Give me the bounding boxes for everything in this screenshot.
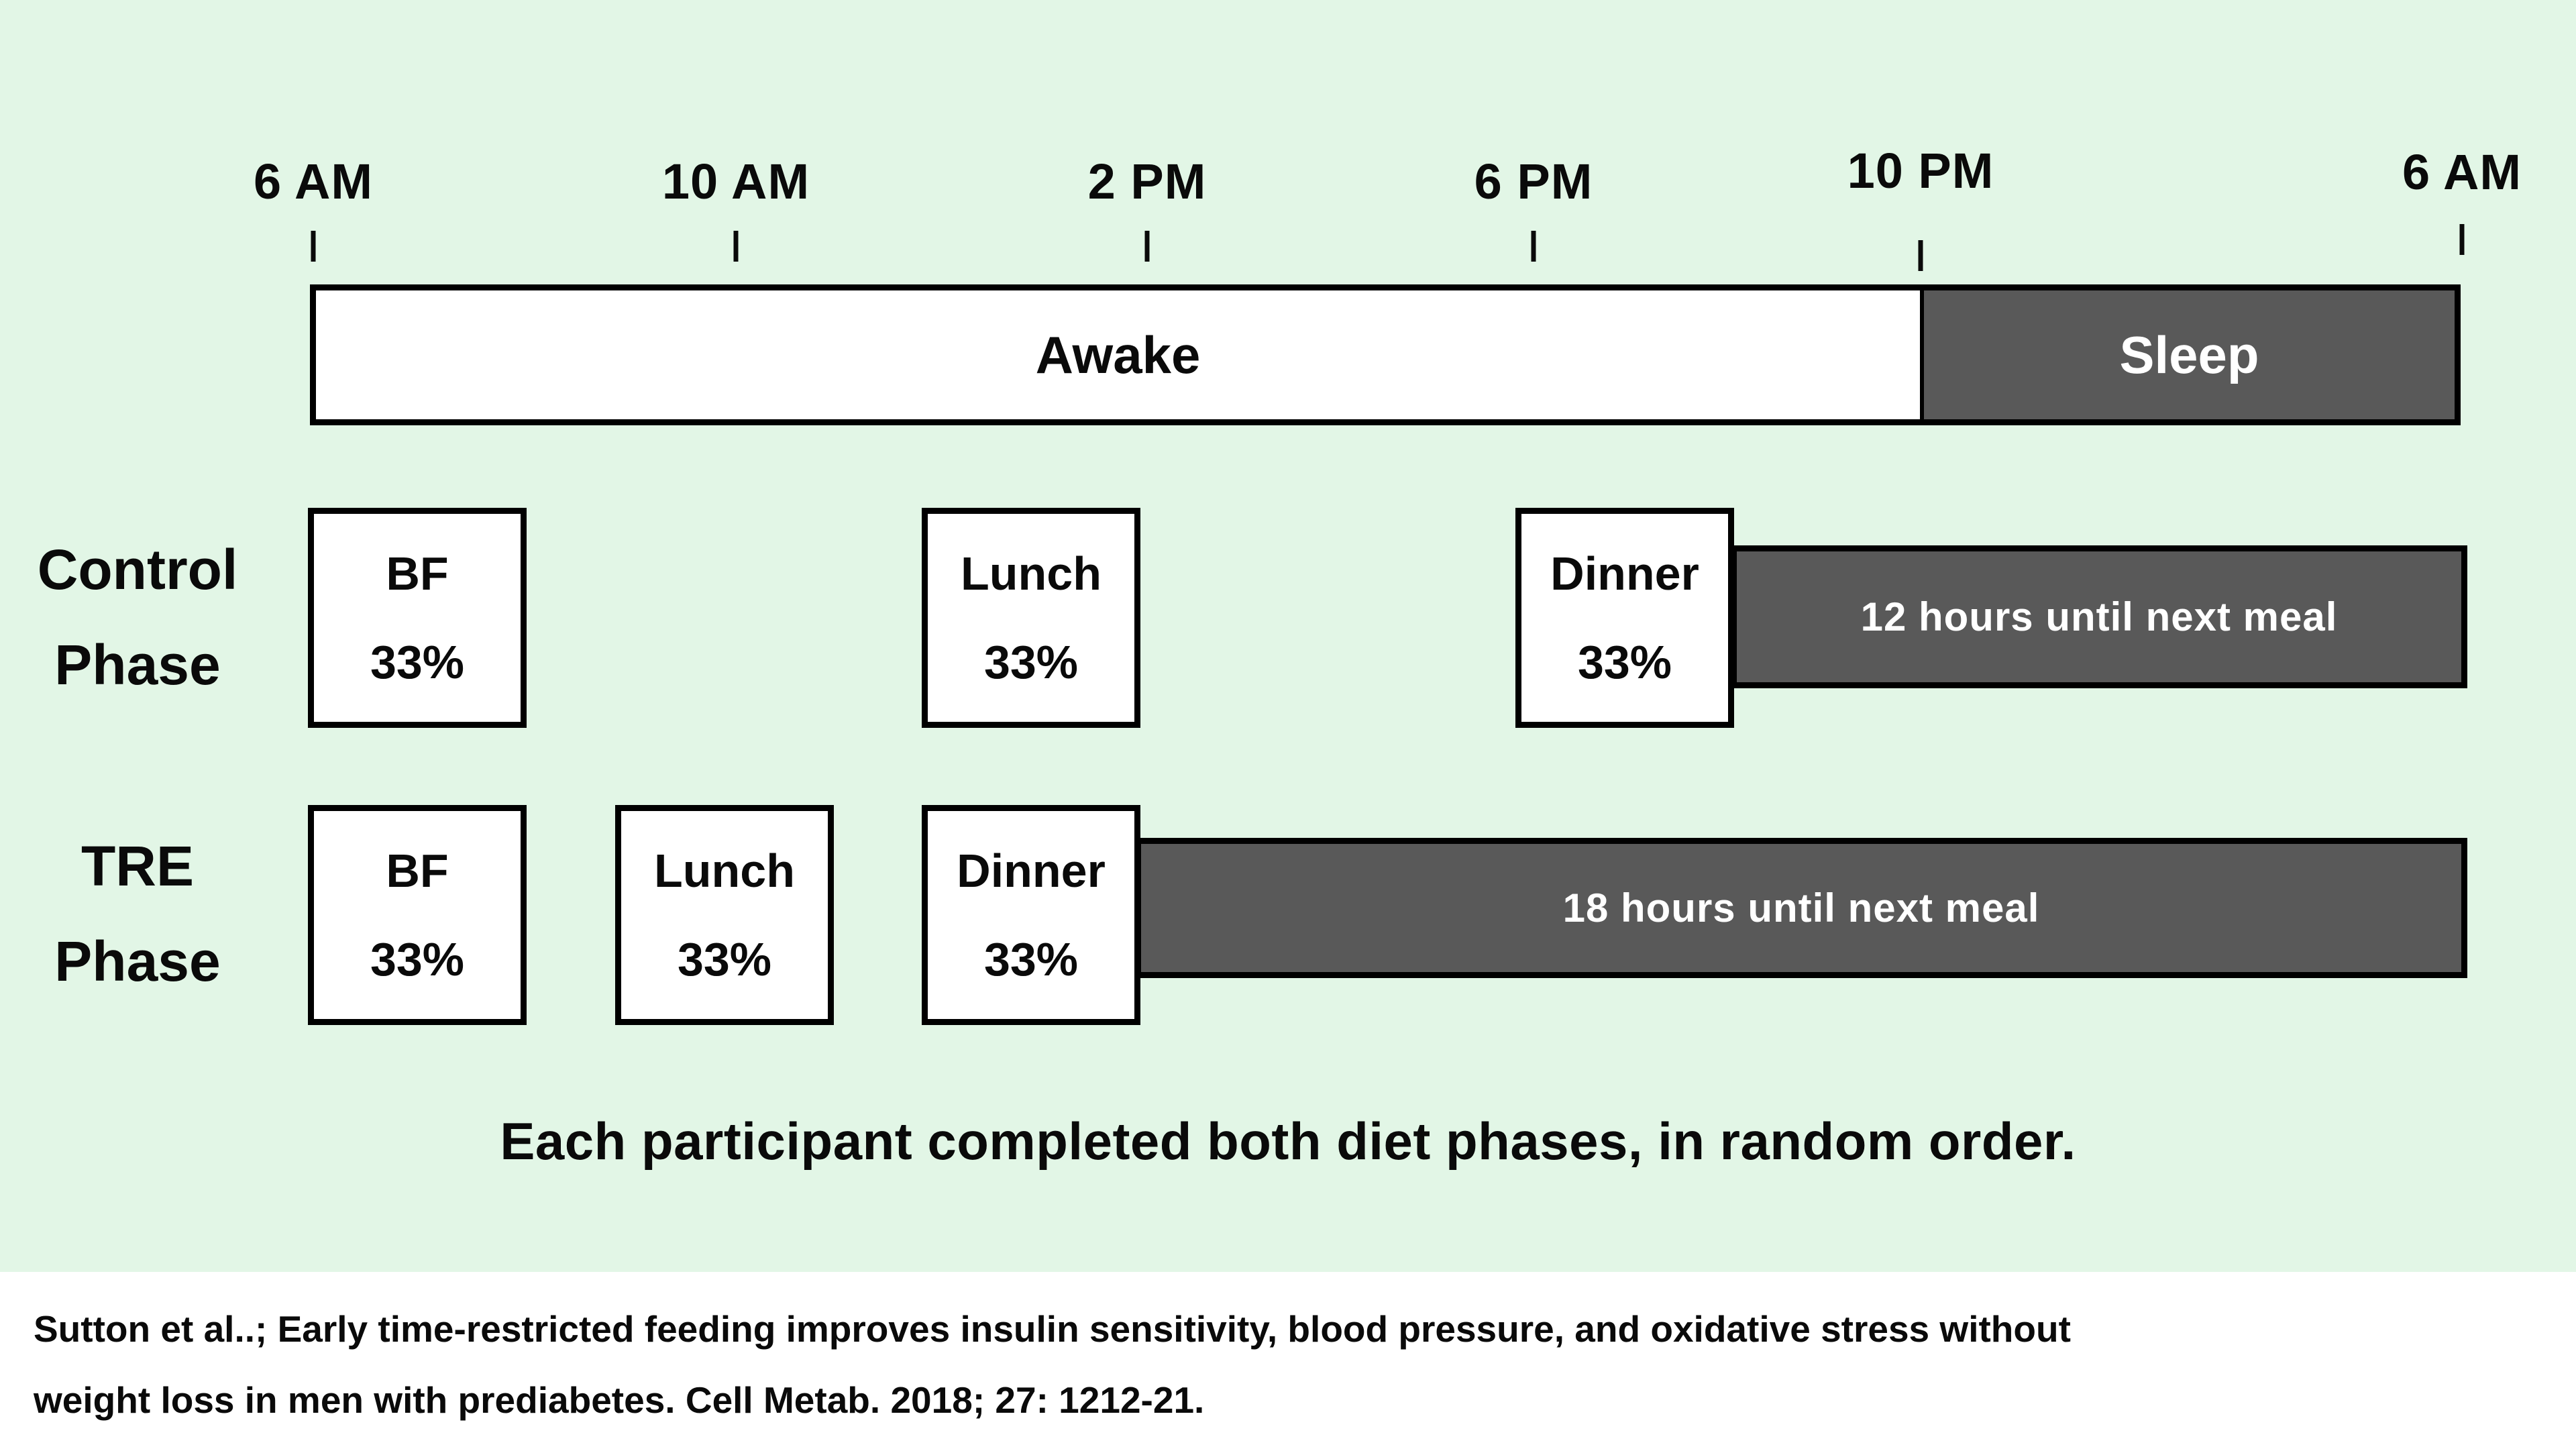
tre-phase-label-line1: TRE xyxy=(81,835,194,898)
meal-name: BF xyxy=(386,547,449,600)
meal-share: 33% xyxy=(983,933,1079,985)
control-fasting-bar: 12 hours until next meal xyxy=(1731,545,2467,688)
meal-share: 33% xyxy=(677,933,772,985)
timeline-label-10am: 10 AM xyxy=(661,154,810,209)
meal-share: 33% xyxy=(370,933,465,985)
meal-share: 33% xyxy=(983,636,1079,688)
awake-segment: Awake xyxy=(316,290,1920,419)
control-phase-label: Control Phase xyxy=(15,522,260,712)
meal-share: 33% xyxy=(1577,636,1672,688)
tick-mark-10pm xyxy=(1918,240,1923,271)
tre-phase-label: TRE Phase xyxy=(15,818,260,1009)
citation-line-1: Sutton et al..; Early time-restricted fe… xyxy=(34,1308,2071,1350)
meal-name: Lunch xyxy=(961,547,1102,600)
meal-name: Dinner xyxy=(1550,547,1699,600)
tick-mark-6am-end xyxy=(2459,224,2465,255)
tre-breakfast-box: BF 33% xyxy=(308,805,527,1025)
control-dinner-box: Dinner 33% xyxy=(1515,508,1734,728)
citation-line-2: weight loss in men with prediabetes. Cel… xyxy=(34,1379,1205,1421)
figure-caption: Each participant completed both diet pha… xyxy=(500,1112,2076,1171)
meal-share: 33% xyxy=(370,636,465,688)
tick-mark-10am xyxy=(733,231,739,262)
tick-mark-2pm xyxy=(1144,231,1150,262)
control-lunch-box: Lunch 33% xyxy=(922,508,1140,728)
tre-dinner-box: Dinner 33% xyxy=(922,805,1140,1025)
tick-mark-6am xyxy=(311,231,316,262)
timeline-label-6pm: 6 PM xyxy=(1474,154,1593,209)
control-breakfast-box: BF 33% xyxy=(308,508,527,728)
tick-mark-6pm xyxy=(1531,231,1536,262)
timeline-label-10pm: 10 PM xyxy=(1847,143,1994,199)
sleep-segment: Sleep xyxy=(1920,290,2455,419)
tre-phase-label-line2: Phase xyxy=(54,930,221,993)
awake-sleep-bar: Awake Sleep xyxy=(310,284,2461,425)
timeline-label-6am: 6 AM xyxy=(253,154,374,209)
citation-footer: Sutton et al..; Early time-restricted fe… xyxy=(0,1272,2576,1449)
meal-name: Dinner xyxy=(957,845,1106,897)
meal-name: BF xyxy=(386,845,449,897)
tre-lunch-box: Lunch 33% xyxy=(615,805,834,1025)
timeline-label-6am-end: 6 AM xyxy=(2402,144,2522,200)
meal-name: Lunch xyxy=(654,845,795,897)
control-phase-label-line1: Control xyxy=(37,538,238,601)
tre-fasting-bar: 18 hours until next meal xyxy=(1135,838,2467,978)
citation-text: Sutton et al..; Early time-restricted fe… xyxy=(0,1272,2576,1436)
control-phase-label-line2: Phase xyxy=(54,633,221,696)
timeline-label-2pm: 2 PM xyxy=(1087,154,1207,209)
